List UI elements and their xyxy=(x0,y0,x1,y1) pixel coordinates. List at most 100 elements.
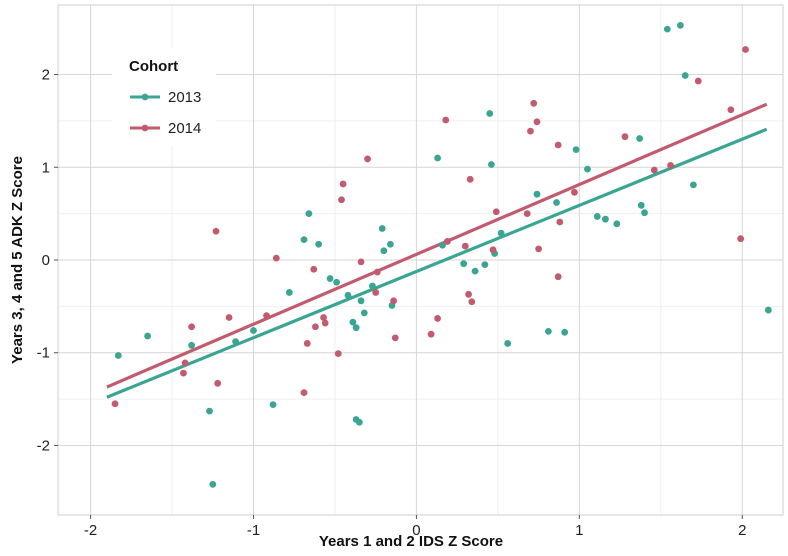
point-2014 xyxy=(650,166,658,174)
point-2014 xyxy=(727,106,735,114)
point-2014 xyxy=(492,208,500,216)
legend-key-point xyxy=(141,124,149,132)
y-tick-label: 0 xyxy=(42,252,50,269)
legend-key-point xyxy=(141,93,149,101)
point-2013 xyxy=(386,240,394,248)
point-2014 xyxy=(321,319,329,327)
point-2014 xyxy=(263,312,270,320)
point-2014 xyxy=(111,400,119,408)
point-2013 xyxy=(533,190,541,198)
x-tick-label: 1 xyxy=(575,522,583,539)
legend-label-2013: 2013 xyxy=(168,89,201,106)
point-2013 xyxy=(504,340,512,347)
point-2014 xyxy=(310,265,318,273)
point-2013 xyxy=(209,481,217,488)
point-2014 xyxy=(461,242,469,250)
point-2014 xyxy=(225,314,233,321)
point-2013 xyxy=(636,135,644,142)
point-2013 xyxy=(676,22,684,29)
point-2014 xyxy=(434,315,442,322)
point-2014 xyxy=(391,334,399,342)
point-2013 xyxy=(602,215,609,223)
point-2014 xyxy=(364,155,371,163)
point-2013 xyxy=(269,401,277,409)
point-2014 xyxy=(530,99,538,107)
point-2014 xyxy=(742,46,749,53)
point-2014 xyxy=(535,245,543,253)
y-axis-ticks: -2 -1 0 1 2 xyxy=(37,67,58,454)
point-2013 xyxy=(369,282,376,290)
point-2013 xyxy=(285,289,293,296)
point-2014 xyxy=(303,340,311,347)
point-2013 xyxy=(114,352,122,359)
point-2013 xyxy=(637,201,645,209)
point-2013 xyxy=(357,297,365,305)
point-2013 xyxy=(344,291,352,299)
fit-line-2014 xyxy=(106,102,768,389)
point-2013 xyxy=(305,210,313,218)
x-tick-label: -1 xyxy=(247,522,260,539)
point-2013 xyxy=(544,328,552,335)
point-2014 xyxy=(621,133,629,141)
point-2014 xyxy=(212,227,220,235)
point-2014 xyxy=(338,196,345,204)
point-2014 xyxy=(556,218,564,226)
point-2013 xyxy=(439,241,446,249)
point-2013 xyxy=(681,72,689,79)
point-2014 xyxy=(188,323,195,331)
point-2014 xyxy=(320,314,327,321)
point-2014 xyxy=(667,162,674,169)
point-2014 xyxy=(571,188,578,196)
point-2014 xyxy=(694,77,702,85)
point-2014 xyxy=(334,350,342,358)
point-2014 xyxy=(312,323,319,331)
point-2014 xyxy=(272,254,280,262)
fit-lines xyxy=(106,102,768,399)
point-2014 xyxy=(554,141,562,149)
point-2013 xyxy=(326,275,334,282)
point-2013 xyxy=(572,146,580,154)
point-2014 xyxy=(468,298,476,306)
point-2014 xyxy=(357,258,365,266)
point-2013 xyxy=(434,154,442,162)
y-tick-label: 2 xyxy=(42,67,50,84)
point-2014 xyxy=(339,180,347,188)
point-2013 xyxy=(300,236,308,244)
x-tick-label: 2 xyxy=(738,522,746,539)
y-tick-label: -2 xyxy=(37,437,50,454)
legend-items: 2013 2014 xyxy=(130,89,201,137)
point-2014 xyxy=(214,379,222,387)
data-points xyxy=(111,22,772,488)
point-2013 xyxy=(486,110,494,117)
y-tick-label: -1 xyxy=(37,345,50,362)
point-2013 xyxy=(356,418,363,426)
point-2013 xyxy=(481,261,489,269)
point-2014 xyxy=(527,127,534,135)
x-tick-label: 0 xyxy=(412,522,420,539)
point-2013 xyxy=(471,267,479,275)
point-2013 xyxy=(764,306,772,314)
point-2013 xyxy=(250,327,257,334)
point-2013 xyxy=(352,324,360,332)
point-2014 xyxy=(372,289,380,296)
point-2014 xyxy=(489,246,497,254)
y-tick-label: 1 xyxy=(42,159,50,176)
point-2014 xyxy=(181,359,189,367)
point-2014 xyxy=(737,235,745,243)
point-2013 xyxy=(689,181,697,189)
point-2013 xyxy=(593,213,601,220)
point-2013 xyxy=(360,309,368,317)
point-2014 xyxy=(443,238,451,245)
y-axis-title: Years 3, 4 and 5 ADK Z Score xyxy=(9,156,26,364)
point-2014 xyxy=(180,369,187,377)
point-2014 xyxy=(466,175,474,183)
legend-title: Cohort xyxy=(129,58,178,75)
point-2013 xyxy=(333,278,340,286)
x-axis-ticks: -2 -1 0 1 2 xyxy=(84,515,746,539)
point-2013 xyxy=(232,338,239,345)
point-2014 xyxy=(442,116,450,124)
point-2013 xyxy=(613,220,621,228)
point-2013 xyxy=(553,199,560,206)
point-2013 xyxy=(206,407,213,415)
point-2013 xyxy=(497,229,505,237)
